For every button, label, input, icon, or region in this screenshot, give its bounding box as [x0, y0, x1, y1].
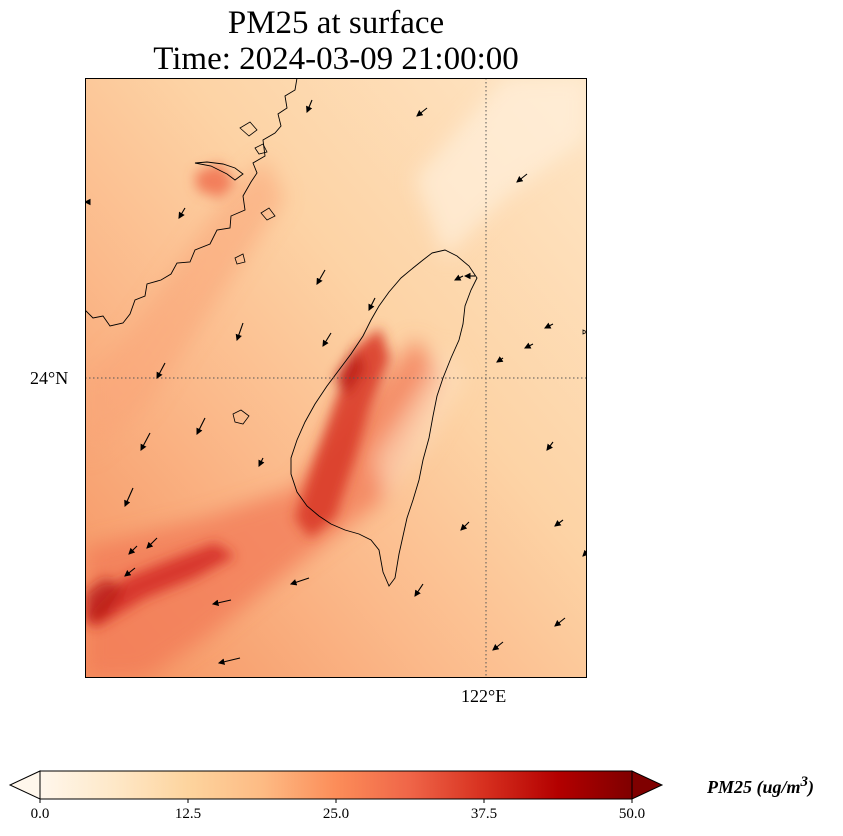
pm25-hotspots	[85, 163, 390, 628]
wind-arrow	[156, 362, 166, 379]
pm25-map	[85, 78, 587, 678]
wind-arrow	[460, 521, 470, 531]
wind-vectors	[85, 99, 587, 665]
wind-arrow	[454, 274, 464, 281]
wind-arrow	[546, 441, 554, 451]
wind-arrow	[217, 657, 241, 665]
wind-arrow	[235, 322, 244, 342]
figure-title: PM25 at surface	[227, 5, 445, 41]
wind-arrow	[516, 173, 528, 183]
map-panel	[85, 78, 587, 678]
coastline-mainland	[85, 78, 298, 327]
wind-arrow	[582, 549, 587, 557]
wind-arrow	[316, 269, 326, 285]
wind-arrow	[140, 432, 151, 451]
colorbar	[8, 770, 664, 803]
wind-arrow	[146, 537, 158, 549]
wind-arrow	[496, 356, 504, 363]
figure-subtitle-time: Time: 2024-03-09 21:00:00	[153, 41, 519, 77]
wind-arrow	[124, 567, 136, 577]
wind-arrow	[554, 519, 564, 527]
colorbar-tick-1: 12.5	[174, 806, 202, 822]
colorbar-under-triangle	[8, 770, 41, 800]
wind-arrow	[368, 297, 376, 311]
colorbar-tick-3: 37.5	[470, 806, 498, 822]
wind-arrow	[211, 599, 232, 607]
wind-arrow	[554, 617, 566, 627]
wind-arrow	[524, 342, 534, 349]
wind-arrow	[492, 641, 504, 651]
colorbar-gradient	[39, 770, 633, 800]
wind-arrow	[289, 577, 310, 586]
wind-arrow	[416, 107, 428, 117]
wind-arrow	[414, 583, 424, 597]
lon-label-122e: 122°E	[461, 686, 507, 706]
wind-arrow	[124, 487, 134, 508]
lat-label-24n: 24°N	[30, 368, 69, 388]
wind-arrow	[322, 332, 332, 347]
wind-arrow	[178, 207, 186, 219]
colorbar-tick-4: 50.0	[618, 806, 646, 822]
coastline-taiwan	[290, 249, 478, 587]
wind-arrow	[306, 99, 313, 114]
colorbar-over-triangle	[631, 770, 664, 800]
wind-arrow	[196, 417, 206, 435]
colorbar-label: PM25 (ug/m3)	[707, 774, 815, 797]
wind-arrow	[544, 322, 554, 329]
colorbar-tick-2: 25.0	[322, 806, 350, 822]
colorbar-tick-0: 0.0	[30, 806, 50, 822]
wind-arrow	[128, 545, 138, 555]
wind-arrow	[258, 457, 265, 467]
